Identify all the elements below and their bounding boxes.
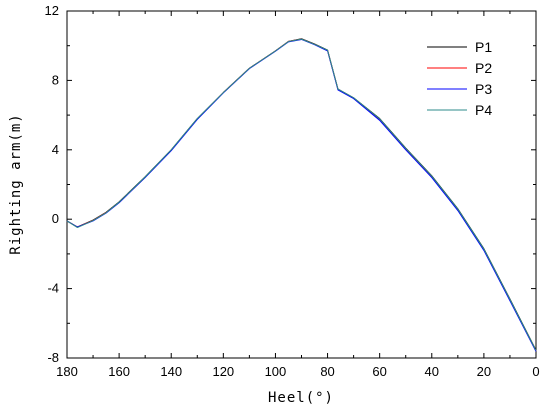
legend-label-p2: P2: [475, 60, 492, 76]
legend-label-p4: P4: [475, 102, 492, 118]
y-tick-label: -8: [47, 350, 59, 365]
series-line-p2: [66, 38, 537, 352]
series-line-p4: [66, 38, 537, 351]
x-tick-label: 180: [56, 364, 78, 379]
y-tick-label: 8: [52, 72, 59, 87]
x-tick-label: 40: [425, 364, 439, 379]
x-tick-label: 140: [160, 364, 182, 379]
x-tick-label: 100: [265, 364, 287, 379]
series-line-p3: [66, 38, 537, 352]
x-tick-label: 0: [532, 364, 539, 379]
x-tick-label: 60: [372, 364, 386, 379]
x-tick-label: 120: [212, 364, 234, 379]
legend-label-p1: P1: [475, 39, 492, 55]
legend-label-p3: P3: [475, 81, 492, 97]
x-axis-title: Heel(°): [268, 390, 334, 406]
series-layer: [66, 38, 537, 352]
x-tick-label: 80: [320, 364, 334, 379]
y-tick-label: 0: [52, 211, 59, 226]
y-tick-label: -4: [47, 281, 59, 296]
x-tick-label: 160: [108, 364, 130, 379]
y-tick-label: 4: [52, 142, 59, 157]
y-tick-label: 12: [45, 3, 59, 18]
series-line-p1: [66, 38, 537, 351]
y-axis-title: Righting arm(m): [8, 113, 24, 254]
axis-ticks: 180 160 140 120 100 80 60 40 20 0 -8 -4 0 4 8 12: [45, 3, 540, 379]
legend: P1 P2 P3 P4: [427, 39, 492, 118]
x-tick-label: 20: [477, 364, 491, 379]
